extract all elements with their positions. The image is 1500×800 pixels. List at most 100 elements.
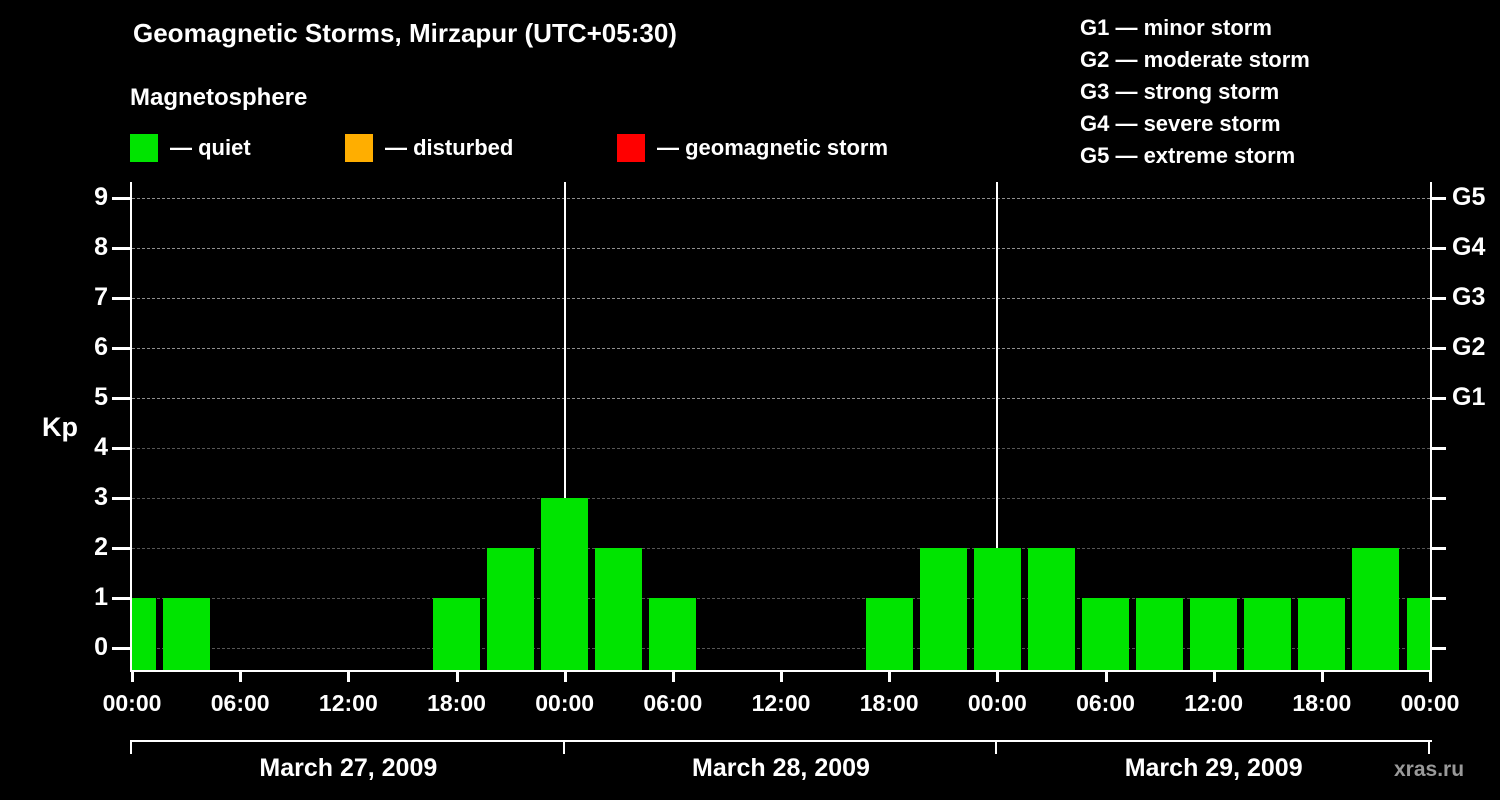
y-tick-mark-right [1432, 647, 1446, 650]
kp-bar [162, 598, 210, 670]
date-label: March 29, 2009 [1124, 754, 1303, 782]
kp-bar [1298, 598, 1346, 670]
storm-label: — geomagnetic storm [657, 135, 889, 160]
y-tick-label: 2 [94, 533, 108, 561]
kp-bar [865, 598, 913, 670]
grid-line-kp9 [132, 198, 1430, 199]
kp-bar [1136, 598, 1184, 670]
date-label: March 27, 2009 [259, 754, 438, 782]
y-tick-mark-right [1432, 597, 1446, 600]
y-tick-mark-left [112, 547, 130, 550]
g2-legend-line: G2 — moderate storm [1080, 47, 1310, 72]
grid-line-kp7 [132, 298, 1430, 299]
kp-bar [973, 548, 1021, 670]
kp-bar [433, 598, 480, 670]
y-tick-mark-right [1432, 297, 1446, 300]
g3-legend-line: G3 — strong storm [1080, 79, 1280, 104]
storm-color-swatch [617, 134, 645, 162]
disturbed-label: — disturbed [385, 135, 514, 160]
kp-bar [132, 598, 156, 670]
y-tick-mark-right [1432, 547, 1446, 550]
day-separator-line-2 [996, 182, 999, 670]
plot-area [130, 182, 1432, 672]
y-tick-label: 6 [94, 333, 108, 361]
kp-bar [595, 548, 643, 670]
y-tick-mark-left [112, 347, 130, 350]
quiet-label: — quiet [170, 135, 251, 160]
date-boundary-tick [1428, 740, 1430, 754]
y-tick-mark-left [112, 647, 130, 650]
x-tick-mark [563, 672, 567, 682]
y-tick-mark-left [112, 397, 130, 400]
day-separator-line-1 [563, 182, 566, 670]
y-tick-mark-right [1432, 247, 1446, 250]
y-tick-label: 4 [94, 433, 108, 461]
x-tick-mark [1212, 672, 1216, 682]
legend-quiet: — quiet [130, 133, 251, 163]
x-tick-label: 00:00 [535, 690, 595, 716]
grid-line-kp6 [132, 348, 1430, 349]
kp-axis-label: Kp [42, 412, 78, 442]
y-tick-mark-left [112, 597, 130, 600]
y-tick-label: 1 [94, 583, 108, 611]
y-tick-label: 9 [94, 183, 108, 211]
y-tick-mark-left [112, 247, 130, 250]
y-tick-label: 8 [94, 233, 108, 261]
grid-line-kp4 [132, 448, 1430, 449]
g-level-label-g1: G1 [1452, 383, 1486, 411]
x-tick-mark [1104, 672, 1108, 682]
kp-bar [1244, 598, 1292, 670]
y-tick-mark-right [1432, 397, 1446, 400]
chart-title: Geomagnetic Storms, Mirzapur (UTC+05:30) [133, 18, 677, 48]
x-tick-label: 12:00 [318, 690, 378, 716]
g-level-label-g3: G3 [1452, 283, 1486, 311]
kp-bar [487, 548, 535, 670]
y-tick-mark-left [112, 447, 130, 450]
kp-bar [1082, 598, 1129, 670]
grid-line-kp0 [132, 648, 1430, 649]
kp-bar [919, 548, 967, 670]
kp-bar [1027, 548, 1075, 670]
y-tick-mark-left [112, 297, 130, 300]
g-scale-legend: G1 — minor storm G2 — moderate storm G3 … [1080, 12, 1310, 172]
x-tick-mark [888, 672, 892, 682]
grid-line-kp8 [132, 248, 1430, 249]
y-tick-label: 5 [94, 383, 108, 411]
y-tick-mark-right [1432, 197, 1446, 200]
legend-disturbed: — disturbed [345, 133, 513, 163]
x-tick-label: 06:00 [210, 690, 270, 716]
x-tick-label: 06:00 [1076, 690, 1135, 716]
y-tick-label: 3 [94, 483, 108, 511]
date-boundary-tick [995, 740, 998, 754]
x-tick-label: 00:00 [967, 690, 1027, 716]
legend-geomagnetic-storm: — geomagnetic storm [617, 133, 888, 163]
x-tick-label: 18:00 [1292, 690, 1352, 716]
grid-line-kp3 [132, 498, 1430, 499]
x-tick-mark [347, 672, 351, 682]
g-level-label-g4: G4 [1452, 233, 1486, 261]
date-boundary-tick [130, 740, 132, 754]
grid-line-kp2 [132, 548, 1430, 549]
x-tick-mark [131, 672, 134, 682]
y-tick-mark-right [1432, 497, 1446, 500]
y-tick-mark-right [1432, 347, 1446, 350]
y-tick-mark-right [1432, 447, 1446, 450]
g4-legend-line: G4 — severe storm [1080, 111, 1281, 136]
x-tick-label: 18:00 [427, 690, 486, 716]
g-level-label-g5: G5 [1452, 183, 1486, 211]
x-tick-mark [671, 672, 675, 682]
magnetosphere-label: Magnetosphere [130, 84, 308, 111]
y-tick-mark-left [112, 197, 130, 200]
kp-bar [649, 598, 697, 670]
x-tick-label: 00:00 [1400, 690, 1460, 716]
x-tick-mark [239, 672, 243, 682]
y-tick-mark-left [112, 497, 130, 500]
watermark: xras.ru [1394, 758, 1465, 781]
x-tick-mark [996, 672, 1000, 682]
date-boundary-tick [562, 740, 565, 754]
kp-bar [1190, 598, 1238, 670]
x-tick-mark [1320, 672, 1324, 682]
x-tick-label: 12:00 [1184, 690, 1244, 716]
y-tick-label: 7 [94, 283, 108, 311]
